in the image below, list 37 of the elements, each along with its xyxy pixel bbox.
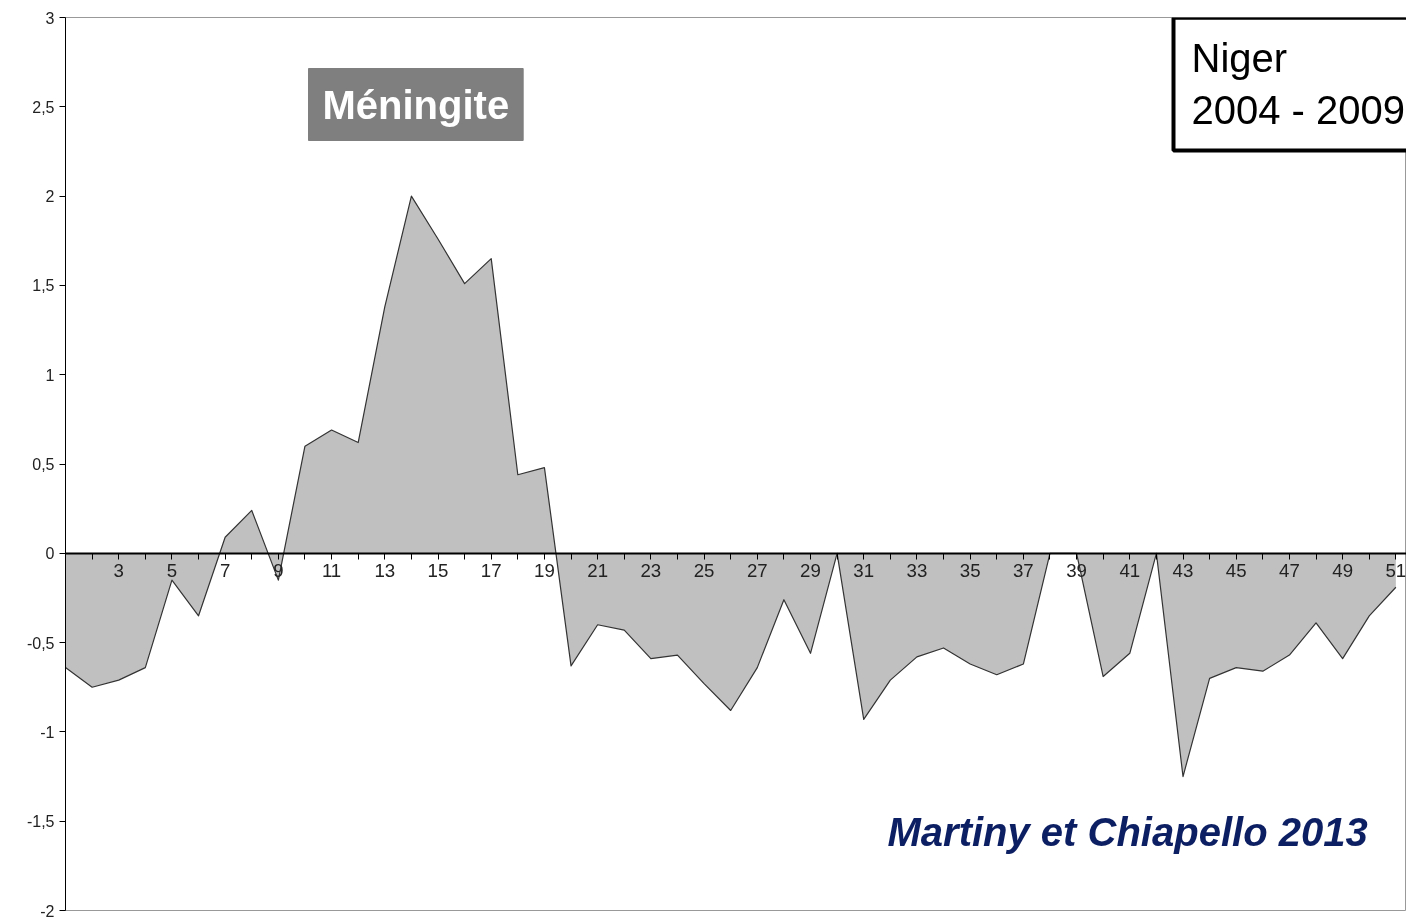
y-tick-label: -0,5 [26,634,55,652]
x-tick-label: 41 [1119,560,1141,582]
annotation: Niger 2004 - 2009 [1191,35,1406,133]
x-tick-label: 45 [1225,560,1247,582]
x-tick-label: 13 [374,560,396,582]
x-tick-label: 25 [693,560,715,582]
x-tick-label: 3 [113,560,124,582]
y-tick-label: 2,5 [32,98,55,116]
x-tick-label: 43 [1172,560,1194,582]
y-tick-label: 0,5 [32,456,55,473]
x-tick-label: 11 [321,560,342,582]
y-tick-label: 1 [45,366,55,384]
y-tick-label: 2 [45,188,55,206]
annotation: Méningite [322,82,510,127]
annotation: Martiny et Chiapello 2013 [887,809,1368,854]
x-tick-label: 27 [746,560,768,582]
y-tick-label: -1 [40,723,55,741]
y-tick-label: 0 [45,545,55,563]
x-tick-label: 21 [587,560,609,582]
y-tick-label: -2 [40,902,55,920]
x-tick-label: 47 [1279,560,1300,582]
y-tick-label: -1,5 [26,813,55,831]
x-tick-label: 17 [480,560,502,582]
x-tick-label: 33 [906,560,928,582]
x-tick-label: 29 [800,560,821,582]
x-tick-label: 15 [427,560,449,582]
x-tick-label: 7 [219,560,231,582]
y-tick-label: 3 [45,9,55,27]
x-tick-label: 51 [1385,560,1406,582]
x-tick-label: 5 [166,560,178,582]
x-tick-label: 37 [1012,560,1034,582]
y-tick-label: 1,5 [32,277,55,295]
x-tick-label: 23 [640,560,662,582]
x-tick-label: 49 [1332,560,1354,582]
x-tick-label: 31 [853,560,875,582]
x-tick-label: 35 [959,560,981,582]
x-tick-label: 19 [534,560,555,582]
